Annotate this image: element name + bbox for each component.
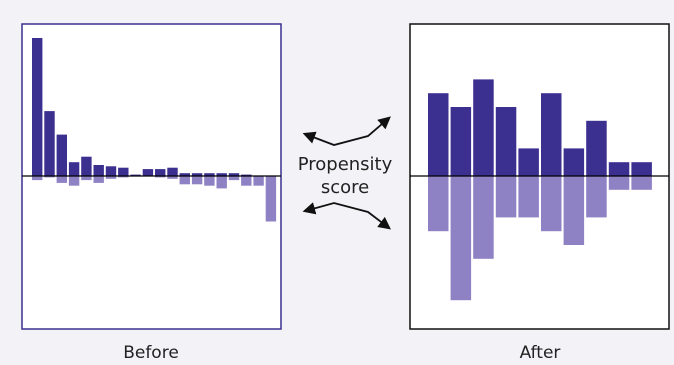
after-bar-lower-10 — [631, 176, 652, 190]
upper-double-arrow — [302, 116, 391, 146]
after-bar-upper-5 — [518, 148, 539, 176]
before-bar-lower-1 — [32, 176, 43, 181]
before-bar-lower-8 — [118, 176, 129, 178]
before-bar-upper-13 — [179, 173, 190, 176]
after-bar-lower-6 — [541, 176, 562, 232]
before-bar-lower-3 — [56, 176, 67, 183]
before-bar-upper-3 — [56, 134, 67, 176]
before-bar-upper-8 — [118, 167, 129, 176]
after-bar-upper-2 — [450, 107, 472, 176]
after-panel-label: After — [520, 343, 561, 363]
after-bar-lower-4 — [495, 176, 517, 218]
before-bar-lower-13 — [179, 176, 190, 185]
before-bar-lower-19 — [253, 176, 264, 186]
before-bar-upper-2 — [44, 111, 55, 176]
before-bar-upper-18 — [241, 174, 252, 176]
after-bar-lower-9 — [608, 176, 630, 190]
before-bar-upper-5 — [81, 156, 92, 176]
before-bar-lower-5 — [81, 176, 92, 181]
before-panel: Before — [21, 23, 282, 363]
before-bar-lower-2 — [44, 176, 55, 178]
before-bar-upper-1 — [32, 38, 43, 176]
after-bar-lower-7 — [563, 176, 585, 245]
before-bar-upper-14 — [191, 173, 203, 176]
after-bar-upper-9 — [608, 162, 630, 176]
propensity-label-line2: score — [321, 177, 369, 198]
after-panel: After — [409, 23, 670, 363]
before-bar-upper-4 — [68, 162, 80, 176]
after-bar-upper-3 — [473, 79, 494, 176]
after-bar-upper-10 — [631, 162, 652, 176]
propensity-score-connector: Propensity score — [298, 116, 393, 230]
before-bars — [32, 38, 277, 222]
before-bar-upper-11 — [155, 169, 166, 176]
before-bar-lower-17 — [228, 176, 240, 181]
before-bar-upper-15 — [204, 173, 215, 176]
before-bar-lower-20 — [265, 176, 277, 222]
after-bars — [428, 79, 652, 301]
after-bar-lower-8 — [586, 176, 607, 218]
before-panel-label: Before — [123, 343, 179, 363]
before-bar-upper-16 — [216, 173, 227, 176]
before-bar-lower-15 — [204, 176, 215, 186]
after-bar-upper-6 — [541, 93, 562, 176]
before-bar-lower-18 — [241, 176, 252, 186]
after-bar-lower-3 — [473, 176, 494, 259]
before-bar-upper-6 — [93, 165, 104, 176]
after-bar-upper-1 — [428, 93, 449, 176]
before-bar-lower-4 — [68, 176, 80, 186]
before-bar-lower-11 — [155, 176, 166, 178]
before-bar-upper-12 — [167, 167, 178, 176]
before-bar-lower-12 — [167, 176, 178, 179]
before-bar-upper-17 — [228, 173, 240, 176]
before-bar-lower-16 — [216, 176, 227, 189]
propensity-label-line1: Propensity — [298, 154, 393, 175]
after-bar-lower-2 — [450, 176, 472, 301]
before-bar-upper-9 — [130, 174, 141, 176]
before-bar-lower-6 — [93, 176, 104, 183]
after-bar-lower-5 — [518, 176, 539, 218]
before-bar-upper-10 — [142, 169, 154, 176]
before-bar-lower-7 — [105, 176, 117, 179]
before-bar-upper-7 — [105, 166, 117, 176]
after-bar-upper-8 — [586, 120, 607, 176]
after-bar-upper-7 — [563, 148, 585, 176]
before-bar-lower-14 — [191, 176, 203, 185]
lower-double-arrow — [302, 202, 392, 230]
after-bar-upper-4 — [495, 107, 517, 176]
after-bar-lower-1 — [428, 176, 449, 232]
